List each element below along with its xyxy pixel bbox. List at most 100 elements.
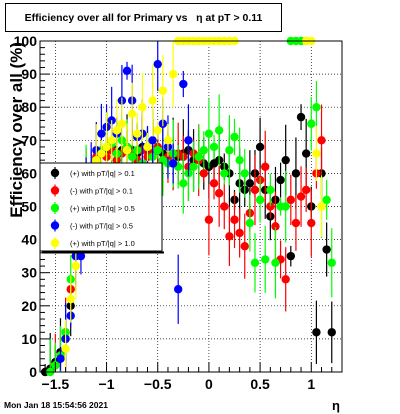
data-point — [148, 96, 157, 105]
data-point — [271, 222, 280, 231]
data-point — [225, 146, 234, 155]
data-point — [225, 232, 234, 241]
data-point — [245, 179, 255, 188]
data-point — [179, 79, 188, 89]
data-point — [204, 215, 214, 224]
data-point — [220, 169, 229, 178]
data-point — [133, 129, 142, 138]
data-point — [261, 162, 270, 171]
data-point — [97, 129, 106, 138]
data-point — [286, 251, 296, 261]
data-point — [327, 258, 336, 267]
data-point — [214, 126, 224, 135]
data-point — [122, 146, 132, 155]
data-point — [153, 59, 162, 69]
data-point — [168, 69, 178, 79]
data-point — [230, 132, 239, 142]
data-point — [261, 255, 270, 264]
data-point — [112, 126, 121, 135]
data-point — [56, 354, 65, 363]
data-point — [127, 109, 137, 119]
data-point — [235, 228, 244, 238]
data-point — [189, 162, 198, 171]
data-point — [214, 189, 224, 198]
data-point — [291, 169, 301, 178]
data-point — [184, 136, 193, 145]
data-point — [240, 242, 249, 251]
data-point — [250, 258, 260, 267]
y-tick-label: 0 — [29, 364, 37, 380]
data-point — [76, 251, 86, 261]
data-point — [199, 169, 208, 178]
data-point — [301, 149, 311, 158]
data-point — [230, 215, 239, 224]
data-point — [220, 202, 229, 211]
legend-label: (+) with pT/|q| > 0.1 — [70, 169, 135, 178]
data-point — [317, 136, 326, 145]
data-point — [61, 344, 70, 354]
data-point — [122, 66, 132, 75]
legend-box — [39, 162, 163, 252]
y-tick-label: 100 — [14, 33, 38, 49]
legend-marker — [50, 238, 60, 248]
y-tick-label: 40 — [21, 232, 37, 248]
x-tick-label: 0.5 — [250, 376, 270, 392]
data-point — [296, 112, 306, 122]
data-point — [117, 119, 127, 128]
legend-marker — [50, 203, 60, 213]
data-point — [163, 136, 173, 145]
timestamp-footer: Mon Jan 18 15:54:56 2021 — [4, 400, 108, 410]
legend-label: (+) with pT/|q| > 1.0 — [70, 239, 135, 248]
data-point — [312, 328, 321, 337]
x-axis-label: η — [332, 398, 340, 413]
y-tick-label: 70 — [21, 132, 37, 148]
x-tick-label: −0.5 — [144, 376, 172, 392]
data-point — [281, 155, 290, 165]
data-point — [179, 179, 188, 188]
y-tick-label: 90 — [21, 66, 37, 82]
data-point — [255, 142, 265, 152]
data-point — [204, 129, 214, 138]
legend-entry: (+) with pT/|q| > 0.5 — [50, 202, 135, 214]
y-tick-label: 20 — [21, 298, 37, 314]
data-point — [194, 152, 203, 162]
data-point — [235, 155, 244, 165]
y-tick-label: 50 — [21, 199, 37, 215]
data-point — [307, 119, 316, 128]
data-point — [153, 146, 162, 155]
data-point — [271, 258, 280, 267]
legend-label: (+) with pT/|q| > 0.5 — [70, 204, 135, 213]
data-point — [322, 195, 331, 205]
y-tick-label: 80 — [21, 99, 37, 115]
data-point — [158, 86, 168, 95]
data-point — [107, 136, 116, 145]
y-axis-label: Efficiency over all (%) — [7, 42, 26, 218]
y-tick-label: 30 — [21, 265, 37, 281]
data-point — [327, 328, 336, 337]
data-point — [245, 218, 255, 228]
legend-label: (-) with pT/|q| > 0.1 — [70, 187, 133, 196]
data-point — [255, 195, 265, 205]
data-point — [276, 175, 285, 185]
legend-marker — [50, 168, 60, 178]
y-tick-label: 10 — [21, 331, 37, 347]
data-point — [317, 202, 326, 211]
data-point — [240, 169, 249, 178]
data-point — [312, 149, 321, 158]
chart-title-box: Efficiency over all for Primary vs η at … — [5, 3, 282, 32]
x-tick-label: 0 — [205, 376, 213, 392]
data-point — [97, 149, 106, 158]
data-point — [307, 218, 316, 228]
data-point — [291, 218, 301, 228]
data-point — [286, 195, 296, 205]
data-point — [127, 152, 137, 162]
data-point — [301, 185, 311, 195]
data-point — [148, 136, 157, 145]
data-point — [92, 155, 101, 165]
data-point — [250, 185, 260, 195]
data-point — [281, 275, 290, 284]
legend-marker — [50, 186, 60, 195]
legend-entry: (+) with pT/|q| > 1.0 — [50, 237, 135, 249]
data-point — [168, 159, 178, 168]
